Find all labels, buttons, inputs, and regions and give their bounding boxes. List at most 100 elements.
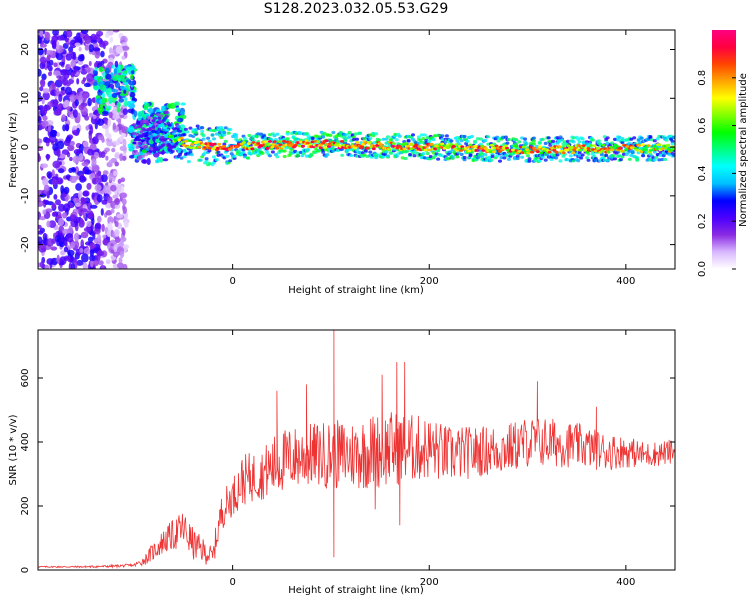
heatmap-cell bbox=[183, 127, 188, 131]
heatmap-cell bbox=[585, 156, 589, 160]
heatmap-cell bbox=[38, 36, 42, 44]
heatmap-cell bbox=[122, 204, 126, 211]
heatmap-cell bbox=[440, 142, 445, 146]
heatmap-cell bbox=[368, 140, 373, 144]
heatmap-cell bbox=[206, 136, 211, 140]
heatmap-cell bbox=[506, 157, 511, 161]
heatmap-cell bbox=[58, 241, 65, 248]
heatmap-cell bbox=[117, 262, 124, 269]
heatmap-cell bbox=[293, 149, 298, 153]
heatmap-cell bbox=[377, 138, 382, 142]
heatmap-cell bbox=[41, 107, 48, 116]
heatmap-cell bbox=[489, 158, 494, 162]
heatmap-cell bbox=[614, 144, 619, 148]
x-tick-label: 0 bbox=[229, 276, 235, 287]
heatmap-cell bbox=[76, 36, 83, 43]
heatmap-cell bbox=[58, 217, 65, 226]
heatmap-cell bbox=[114, 237, 121, 244]
heatmap-cell bbox=[120, 177, 126, 183]
heatmap-cell bbox=[574, 152, 579, 156]
heatmap-cell bbox=[517, 140, 522, 144]
heatmap-cell bbox=[51, 40, 57, 49]
heatmap-cell bbox=[296, 151, 300, 155]
heatmap-cell bbox=[100, 97, 106, 104]
heatmap-cell bbox=[371, 147, 376, 151]
heatmap-cell bbox=[670, 139, 675, 144]
spectrogram-frame bbox=[37, 29, 676, 270]
heatmap-cell bbox=[400, 150, 405, 154]
spectrogram-ticks: 0 200 400 -20 -10 0 10 20 bbox=[20, 30, 675, 287]
colorbar-tick-label: 0.4 bbox=[697, 165, 708, 181]
heatmap-cell bbox=[46, 220, 51, 228]
heatmap-cell bbox=[605, 136, 610, 140]
y-tick-label: 600 bbox=[20, 368, 31, 387]
heatmap-cell bbox=[278, 143, 283, 147]
heatmap-cell bbox=[114, 220, 119, 228]
heatmap-cell bbox=[412, 154, 417, 158]
heatmap-cell bbox=[241, 150, 246, 155]
heatmap-cell bbox=[190, 143, 195, 146]
heatmap-cell bbox=[449, 139, 454, 143]
heatmap-cell bbox=[505, 154, 510, 158]
heatmap-cell bbox=[81, 253, 89, 263]
heatmap-cell bbox=[38, 106, 42, 111]
heatmap-cell bbox=[268, 140, 272, 143]
heatmap-cell bbox=[58, 61, 65, 66]
heatmap-cell bbox=[414, 143, 419, 147]
heatmap-cell bbox=[180, 102, 186, 106]
heatmap-cell bbox=[620, 149, 625, 153]
heatmap-cell bbox=[422, 156, 427, 160]
heatmap-cell bbox=[201, 133, 206, 138]
heatmap-cell bbox=[72, 129, 79, 136]
heatmap-cell bbox=[72, 109, 78, 118]
heatmap-cell bbox=[116, 106, 121, 113]
heatmap-cell bbox=[38, 153, 41, 162]
heatmap-cell bbox=[46, 153, 50, 161]
heatmap-cell bbox=[111, 93, 118, 98]
heatmap-cell bbox=[543, 158, 548, 162]
heatmap-cell bbox=[88, 60, 92, 67]
snr-ticks: 0 200 400 0 200 400 600 bbox=[20, 330, 675, 588]
colorbar-tick-label: 0.0 bbox=[697, 261, 708, 277]
heatmap-cell bbox=[309, 152, 314, 156]
heatmap-cell bbox=[321, 150, 326, 154]
heatmap-cell bbox=[322, 131, 327, 135]
heatmap-cell bbox=[47, 124, 52, 132]
heatmap-cell bbox=[119, 145, 127, 152]
heatmap-cell bbox=[178, 142, 183, 146]
heatmap-cell bbox=[304, 139, 309, 143]
heatmap-cell bbox=[65, 53, 73, 61]
heatmap-cell bbox=[585, 151, 590, 154]
heatmap-cell bbox=[547, 150, 552, 154]
heatmap-cell bbox=[620, 155, 625, 159]
heatmap-cell bbox=[285, 137, 290, 141]
heatmap-cell bbox=[38, 196, 41, 203]
heatmap-cell bbox=[630, 149, 635, 154]
heatmap-cell bbox=[64, 123, 70, 132]
heatmap-cell bbox=[133, 125, 138, 130]
heatmap-cell bbox=[112, 30, 120, 33]
heatmap-cell bbox=[419, 140, 424, 144]
heatmap-cell bbox=[391, 142, 396, 146]
heatmap-cell bbox=[144, 153, 149, 157]
snr-line bbox=[38, 330, 675, 569]
heatmap-cell bbox=[175, 107, 181, 111]
heatmap-cell bbox=[548, 139, 553, 143]
heatmap-cell bbox=[641, 154, 646, 158]
heatmap-cell bbox=[654, 147, 659, 151]
heatmap-cell bbox=[113, 140, 121, 146]
heatmap-cell bbox=[610, 141, 615, 145]
heatmap-cell bbox=[571, 136, 576, 140]
heatmap-cell bbox=[207, 161, 212, 166]
heatmap-cell bbox=[496, 139, 501, 143]
heatmap-cell bbox=[596, 139, 601, 143]
heatmap-cell bbox=[97, 215, 102, 223]
heatmap-cell bbox=[180, 140, 185, 144]
heatmap-cell bbox=[205, 144, 210, 148]
heatmap-cell bbox=[165, 128, 170, 132]
heatmap-cell bbox=[153, 116, 157, 120]
heatmap-cell bbox=[94, 222, 102, 230]
heatmap-cell bbox=[93, 259, 100, 266]
heatmap-cell bbox=[470, 134, 474, 139]
heatmap-cell bbox=[222, 145, 226, 148]
